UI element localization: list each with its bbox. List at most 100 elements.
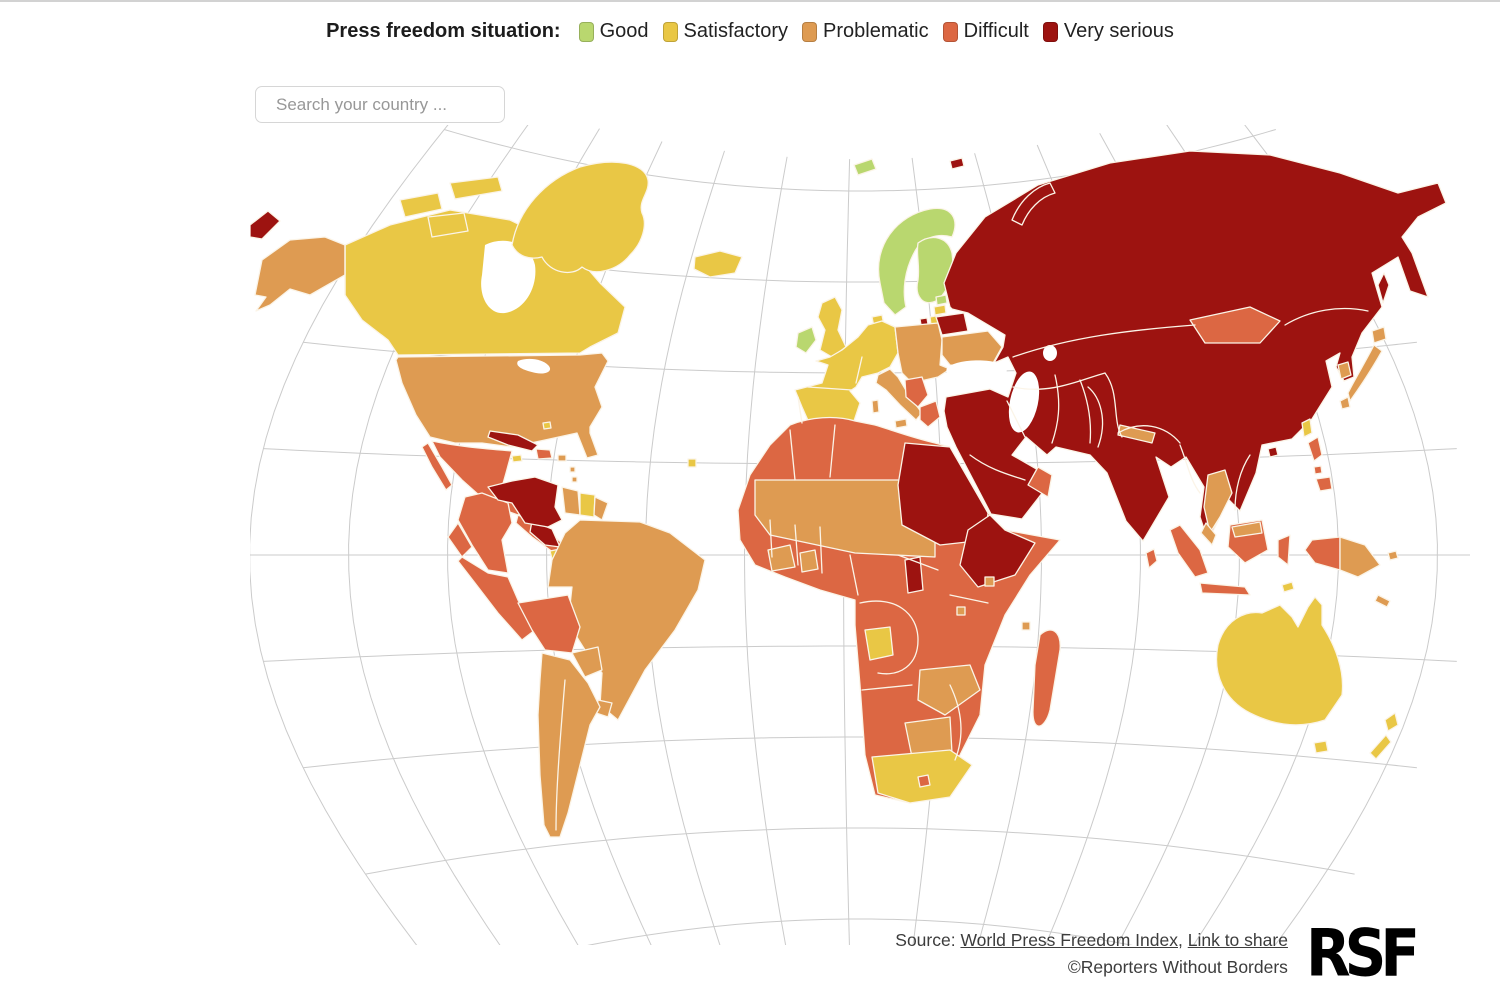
region-zambia-malawi[interactable]	[917, 664, 981, 716]
region-mongolia[interactable]	[1189, 306, 1281, 344]
region-uganda-burundi[interactable]	[904, 556, 924, 594]
region-cote-divoire-ghana[interactable]	[767, 544, 819, 573]
region-gabon[interactable]	[864, 626, 894, 661]
region-ethiopia-eritrea[interactable]	[959, 514, 1036, 588]
region-puerto-rico[interactable]	[557, 454, 567, 462]
source-line: Source: World Press Freedom Index, Link …	[895, 927, 1288, 953]
region-new-caledonia[interactable]	[1374, 594, 1391, 608]
world-press-freedom-map	[249, 91, 1471, 1000]
region-colombia[interactable]	[457, 492, 513, 574]
legend-title: Press freedom situation:	[326, 20, 561, 42]
region-philippines-mindanao[interactable]	[1315, 476, 1333, 492]
region-franz-josef[interactable]	[949, 157, 965, 170]
region-nepal-bhutan[interactable]	[1117, 424, 1156, 444]
search-input[interactable]	[274, 93, 499, 116]
region-alaska[interactable]	[254, 236, 346, 312]
region-jamaica[interactable]	[511, 454, 523, 463]
region-french-guiana[interactable]	[593, 496, 609, 521]
region-japan-hokkaido[interactable]	[1371, 326, 1387, 344]
region-united-kingdom[interactable]	[817, 296, 847, 358]
region-new-zealand-north[interactable]	[1384, 712, 1399, 732]
region-cuba[interactable]	[487, 430, 539, 452]
choropleth-map-svg	[249, 91, 1471, 1000]
good-swatch	[578, 21, 594, 42]
region-central-europe[interactable]	[894, 322, 951, 384]
region-usa[interactable]	[395, 352, 609, 459]
region-sardinia[interactable]	[871, 399, 880, 414]
region-novaya-zemlya[interactable]	[1011, 182, 1056, 226]
legend-item-good: Good	[578, 20, 649, 43]
region-iceland[interactable]	[693, 250, 743, 278]
aral-sea	[1043, 345, 1057, 361]
region-oman-uae[interactable]	[1027, 466, 1053, 498]
region-chukotka-west[interactable]	[249, 210, 281, 240]
region-timor-leste[interactable]	[1281, 581, 1295, 593]
legend-item-problematic: Problematic	[802, 20, 929, 43]
region-lesser-antilles[interactable]	[569, 466, 578, 483]
region-hainan[interactable]	[1267, 446, 1279, 458]
region-malaysia-peninsula[interactable]	[1200, 522, 1217, 546]
region-greenland[interactable]	[511, 161, 649, 274]
region-new-zealand-south[interactable]	[1369, 734, 1392, 760]
region-greece[interactable]	[919, 400, 941, 428]
region-belarus[interactable]	[935, 312, 969, 336]
region-malaysia-borneo[interactable]	[1231, 521, 1263, 538]
region-hispaniola[interactable]	[535, 448, 553, 460]
region-sumatra[interactable]	[1169, 524, 1209, 578]
region-japan-kyushu[interactable]	[1339, 396, 1351, 410]
region-philippines-visayas[interactable]	[1313, 465, 1323, 475]
region-guyana[interactable]	[561, 486, 581, 516]
region-south-korea[interactable]	[1337, 361, 1352, 380]
region-lesotho[interactable]	[917, 774, 931, 788]
copyright-line: ©Reporters Without Borders	[1067, 956, 1288, 977]
legend-label-problematic: Problematic	[823, 20, 929, 42]
region-svalbard[interactable]	[853, 158, 877, 176]
region-sri-lanka[interactable]	[1145, 548, 1158, 569]
region-philippines-luzon[interactable]	[1307, 436, 1323, 462]
region-latvia[interactable]	[933, 304, 947, 316]
region-tasmania[interactable]	[1313, 740, 1329, 754]
region-sakhalin[interactable]	[1377, 272, 1390, 304]
region-canada-arctic-2[interactable]	[449, 176, 503, 200]
region-argentina-chile[interactable]	[537, 652, 601, 838]
region-west-papua[interactable]	[1304, 536, 1341, 571]
region-norway-sweden[interactable]	[877, 207, 956, 316]
region-australia[interactable]	[1215, 596, 1344, 726]
region-papua-new-guinea[interactable]	[1339, 536, 1381, 578]
footer-text: Source: World Press Freedom Index, Link …	[895, 927, 1288, 980]
region-thailand[interactable]	[1203, 469, 1233, 534]
region-sulawesi[interactable]	[1277, 534, 1291, 566]
problematic-swatch	[802, 21, 818, 42]
source-separator: ,	[1178, 930, 1188, 951]
region-taiwan[interactable]	[1301, 418, 1313, 438]
region-cabo-verde[interactable]	[687, 458, 697, 468]
country-search-box[interactable]	[255, 86, 505, 123]
region-canada-victoria[interactable]	[427, 212, 469, 238]
region-venezuela[interactable]	[487, 476, 563, 528]
region-indian-ocean-islands[interactable]	[956, 576, 1031, 631]
region-suriname[interactable]	[579, 492, 596, 518]
rsf-logo[interactable]: RSF	[1305, 914, 1420, 992]
region-bahamas[interactable]	[542, 421, 552, 430]
caspian-sea	[1008, 371, 1040, 433]
region-estonia[interactable]	[935, 294, 948, 306]
satisfactory-swatch	[662, 21, 678, 42]
region-egypt-sudan[interactable]	[897, 442, 989, 546]
region-canada-arctic-1[interactable]	[399, 192, 443, 218]
region-peru[interactable]	[457, 556, 536, 641]
region-nicaragua-honduras[interactable]	[529, 520, 561, 548]
region-madagascar[interactable]	[1032, 629, 1061, 727]
region-solomon-islands[interactable]	[1387, 550, 1399, 561]
hudson-bay	[481, 240, 536, 314]
source-link[interactable]: World Press Freedom Index	[960, 930, 1178, 951]
region-sicily[interactable]	[894, 418, 908, 429]
region-balkans[interactable]	[904, 376, 929, 408]
legend-item-difficult: Difficult	[942, 20, 1029, 43]
region-ireland[interactable]	[795, 326, 817, 354]
region-baja-california[interactable]	[421, 442, 453, 491]
region-japan-honshu[interactable]	[1347, 344, 1383, 402]
region-java[interactable]	[1199, 582, 1251, 596]
region-italy[interactable]	[875, 368, 923, 421]
region-paraguay[interactable]	[571, 646, 603, 678]
share-link[interactable]: Link to share	[1187, 930, 1288, 951]
